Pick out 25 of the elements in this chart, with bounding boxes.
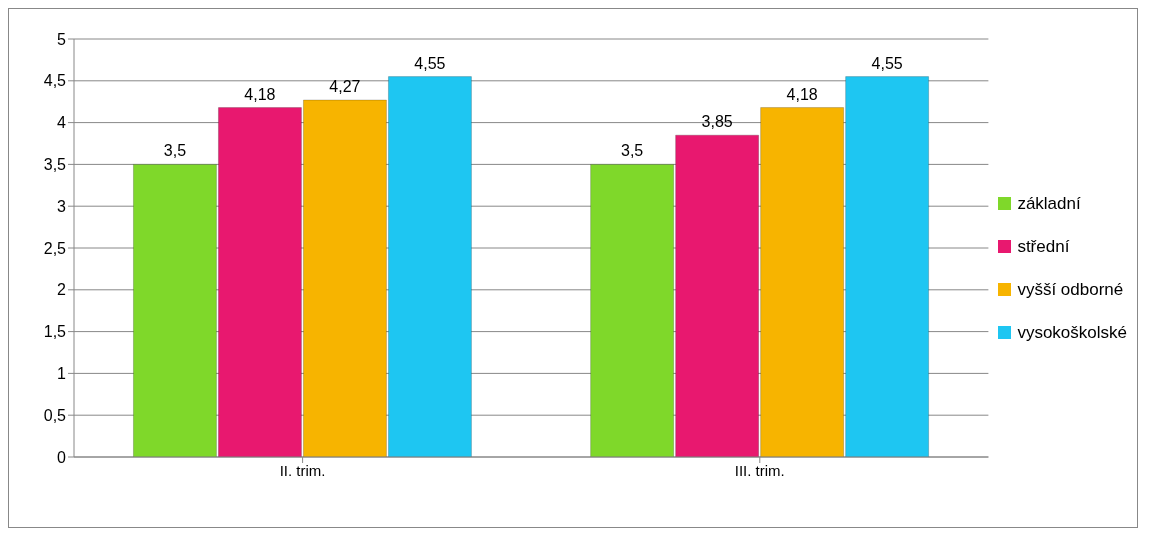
x-tick-label: III. trim. [734,461,785,479]
legend-label: základní [1016,192,1082,215]
data-label: 4,27 [329,78,361,96]
y-tick-label: 1,5 [43,323,67,341]
y-tick-label: 2,5 [43,239,67,257]
y-tick-label: 4 [57,114,67,132]
y-tick-label: 5 [57,30,67,48]
y-tick-label: 1 [57,365,67,383]
data-label: 3,85 [701,113,733,131]
y-tick-label: 4,5 [43,72,67,90]
y-tick-label: 0 [57,448,67,466]
data-label: 4,55 [871,54,903,72]
data-label: 4,55 [414,54,446,72]
y-tick-label: 3 [57,197,67,215]
y-tick-label: 0,5 [43,406,67,424]
data-label: 4,18 [786,85,818,103]
legend-label: vyšší odborné [1016,278,1125,301]
legend-label: střední [1016,235,1071,258]
legend-label: vysokoškolské [1016,321,1127,344]
x-tick-label: II. trim. [279,461,326,479]
y-tick-label: 3,5 [43,156,67,174]
data-label: 3,5 [621,142,644,160]
data-label: 3,5 [163,142,187,160]
y-tick-label: 2 [57,281,67,299]
data-label: 4,18 [244,85,276,103]
